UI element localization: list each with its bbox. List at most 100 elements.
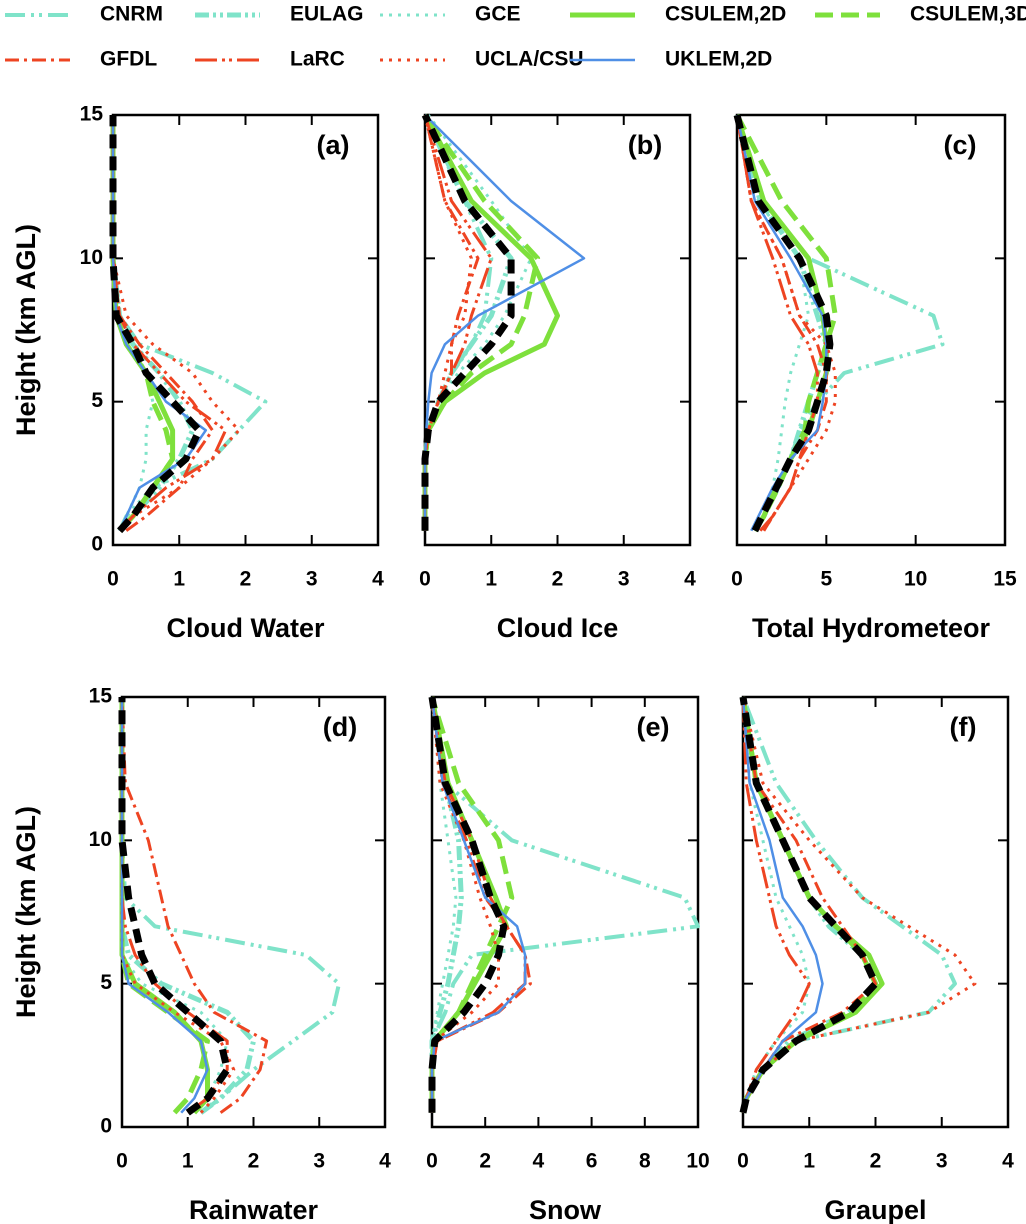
profile-line [120, 697, 341, 1115]
profile-line [741, 696, 957, 1114]
x-tick-label: 2 [248, 1150, 260, 1173]
x-tick-label: 8 [639, 1150, 651, 1173]
y-tick-label: 0 [91, 533, 103, 556]
x-tick-label: 4 [684, 568, 696, 591]
profile-line [735, 114, 828, 532]
y-tick-label: 15 [89, 685, 113, 708]
profile-line [741, 696, 811, 1114]
plot-frame [735, 113, 1007, 547]
x-tick-label: 10 [904, 568, 927, 591]
panel-label: (f) [950, 712, 977, 742]
profile-line [430, 696, 527, 1113]
profile-line [741, 696, 824, 1113]
x-axis-label: Rainwater [189, 1195, 319, 1224]
x-tick-label: 6 [586, 1150, 598, 1173]
x-tick-label: 0 [731, 568, 743, 591]
legend-label: CSULEM,2D [665, 3, 786, 26]
legend-label: UKLEM,2D [665, 48, 772, 71]
x-axis-label: Graupel [824, 1195, 926, 1224]
panel-label: (a) [317, 130, 350, 160]
x-tick-label: 0 [116, 1150, 128, 1173]
x-tick-label: 0 [419, 568, 431, 591]
x-axis-label: Total Hydrometeor [752, 613, 991, 643]
profile-line [120, 697, 236, 1114]
x-tick-label: 0 [737, 1150, 749, 1173]
profile-line [111, 115, 228, 532]
x-tick-label: 15 [993, 568, 1017, 591]
x-tick-label: 3 [313, 1150, 325, 1173]
profile-line [430, 696, 700, 1113]
legend-label: GCE [475, 3, 521, 26]
x-tick-label: 2 [870, 1150, 882, 1173]
profile-line [735, 114, 837, 532]
profile-line [423, 114, 493, 531]
plot-frame [120, 695, 387, 1129]
profile-line [739, 696, 879, 1114]
profile-line [423, 114, 586, 531]
x-tick-label: 10 [686, 1150, 709, 1173]
profile-line [428, 696, 508, 1113]
x-axis-label: Cloud Ice [497, 613, 619, 643]
profile-line [430, 696, 532, 1113]
x-tick-label: 3 [618, 568, 630, 591]
profile-line [430, 696, 527, 1113]
y-tick-label: 10 [80, 246, 103, 269]
y-axis-label: Height (km AGL) [11, 806, 41, 1018]
legend-label: EULAG [290, 3, 364, 26]
panel-label: (d) [323, 712, 357, 742]
profile-line [120, 696, 269, 1114]
profile-line [741, 696, 877, 1114]
y-axis-label: Height (km AGL) [11, 224, 41, 436]
profile-line [733, 114, 834, 533]
x-tick-label: 1 [485, 568, 497, 591]
x-axis-label: Cloud Water [167, 613, 325, 643]
profile-line [120, 697, 229, 1114]
plot-frame [423, 113, 692, 547]
profile-line [421, 113, 515, 531]
profile-line [741, 696, 977, 1114]
profile-line [109, 115, 203, 534]
x-tick-label: 4 [533, 1150, 545, 1173]
profile-line [110, 115, 176, 533]
profile-line [111, 115, 241, 532]
x-axis-label: Snow [529, 1195, 602, 1224]
profile-line [734, 113, 838, 533]
y-tick-label: 15 [80, 103, 104, 126]
x-tick-label: 5 [820, 568, 832, 591]
x-tick-label: 0 [107, 568, 119, 591]
x-tick-label: 2 [479, 1150, 491, 1173]
profile-line [735, 114, 945, 532]
y-tick-label: 5 [91, 389, 103, 412]
panel-label: (c) [944, 130, 977, 160]
plot-frame [430, 695, 700, 1129]
x-tick-label: 3 [306, 568, 318, 591]
y-tick-label: 0 [100, 1115, 112, 1138]
y-tick-label: 10 [89, 828, 112, 851]
legend-label: GFDL [100, 48, 157, 71]
panel-label: (b) [628, 130, 662, 160]
x-tick-label: 2 [240, 568, 252, 591]
x-tick-label: 1 [803, 1150, 815, 1173]
panel-label: (e) [637, 712, 670, 742]
profile-line [423, 114, 473, 531]
profile-line [111, 115, 214, 532]
profile-line [740, 696, 878, 1114]
y-tick-label: 5 [100, 971, 112, 994]
legend-label: UCLA/CSU [475, 48, 584, 71]
x-tick-label: 1 [173, 568, 185, 591]
profile-line [119, 697, 256, 1115]
profile-line [120, 697, 229, 1114]
x-tick-label: 2 [552, 568, 564, 591]
x-tick-label: 0 [426, 1150, 438, 1173]
legend-label: CNRM [100, 3, 163, 26]
x-tick-label: 4 [1002, 1150, 1014, 1173]
legend-label: CSULEM,3D [910, 3, 1026, 26]
profile-line [741, 696, 811, 1114]
x-tick-label: 4 [379, 1150, 391, 1173]
x-tick-label: 1 [182, 1150, 194, 1173]
x-tick-label: 4 [372, 568, 384, 591]
profile-line [118, 697, 231, 1116]
profile-line [740, 696, 878, 1114]
legend-label: LaRC [290, 48, 345, 71]
